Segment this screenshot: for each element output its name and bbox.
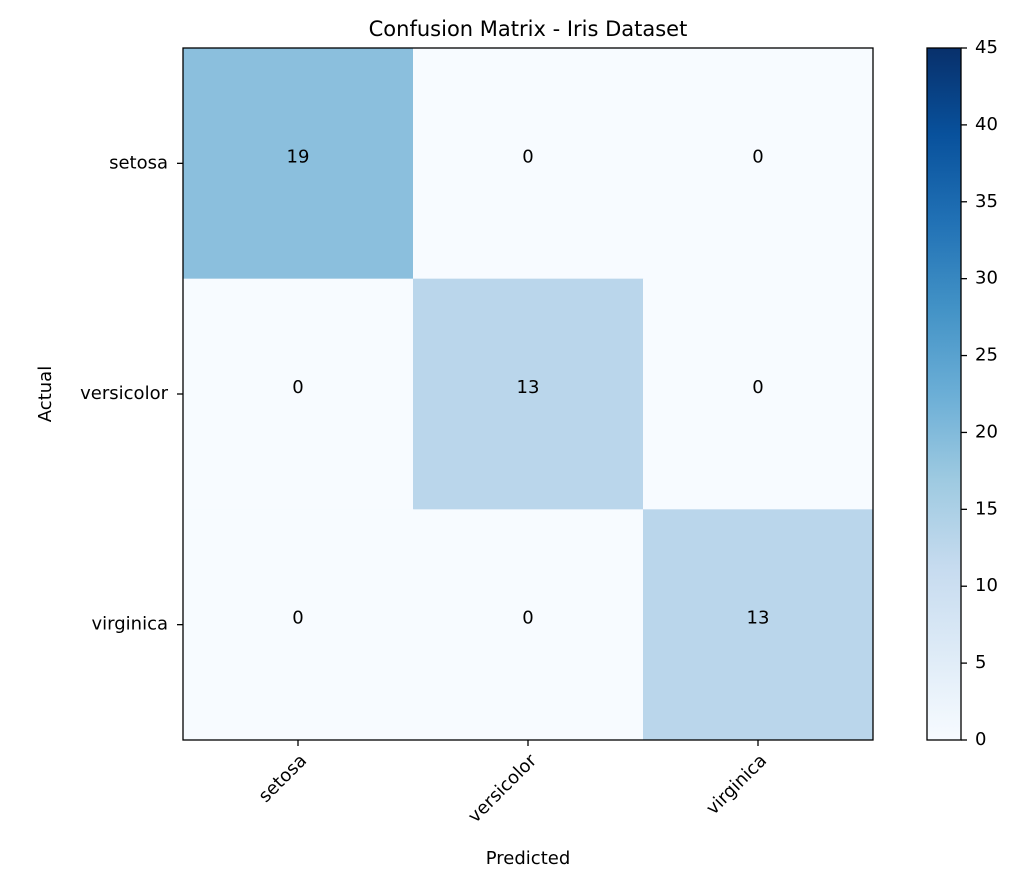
heatmap-cell [643, 509, 874, 741]
colorbar-tick-label: 5 [975, 652, 986, 673]
cell-label: 0 [292, 377, 303, 398]
cell-label: 0 [522, 608, 533, 629]
colorbar-tick-label: 10 [975, 575, 998, 596]
heatmap-cell [183, 278, 414, 510]
colorbar-frame [926, 47, 962, 741]
x-tick-label: setosa [255, 750, 312, 807]
cell-label: 13 [747, 608, 770, 629]
heatmap-cell [183, 48, 414, 280]
heatmap-cell [413, 278, 644, 510]
colorbar-tick-label: 45 [975, 37, 998, 58]
cell-label: 0 [752, 377, 763, 398]
colorbar-tick-label: 25 [975, 345, 998, 366]
colorbar-tick-label: 40 [975, 114, 998, 135]
cell-label: 19 [287, 146, 310, 167]
heatmap-cell [643, 48, 874, 280]
colorbar-tick-label: 30 [975, 268, 998, 289]
heatmap-cell [183, 509, 414, 741]
chart-title: Confusion Matrix - Iris Dataset [369, 17, 688, 41]
x-tick-label: versicolor [464, 750, 541, 827]
cell-label: 13 [517, 377, 540, 398]
y-tick-label: setosa [109, 152, 168, 173]
cell-label: 0 [522, 146, 533, 167]
cell-label: 0 [752, 146, 763, 167]
y-tick-label: versicolor [80, 383, 168, 404]
colorbar-tick-label: 20 [975, 421, 998, 442]
colorbar [927, 48, 961, 740]
heatmap-cell [413, 509, 644, 741]
heatmap-cell [413, 48, 644, 280]
x-axis-label: Predicted [486, 848, 571, 869]
x-tick-label: virginica [702, 750, 771, 819]
colorbar-tick-label: 15 [975, 498, 998, 519]
y-axis-label: Actual [35, 366, 56, 422]
y-tick-label: virginica [92, 614, 169, 635]
colorbar-tick-label: 35 [975, 191, 998, 212]
cell-label: 0 [292, 608, 303, 629]
colorbar-tick-label: 0 [975, 729, 986, 750]
heatmap-cell [643, 278, 874, 510]
